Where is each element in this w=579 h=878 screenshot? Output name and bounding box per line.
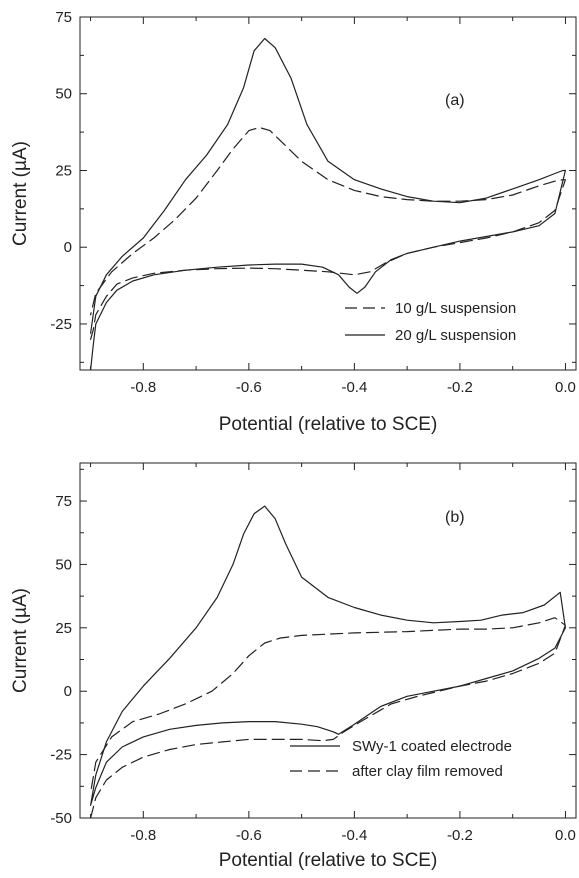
x-axis-label: Potential (relative to SCE) — [219, 414, 438, 435]
y-tick-label: -25 — [50, 747, 72, 764]
chart-panel-1: -0.8 -0.6 -0.4 -0.2 0.0 -25 0 25 50 75 Potential (… — [10, 9, 577, 435]
x-tick-label: -0.8 — [130, 379, 156, 396]
y-tick-label: 75 — [55, 493, 72, 510]
y-tick-label: 50 — [55, 86, 72, 103]
x-axis-label: Potential (relative to SCE) — [219, 850, 438, 871]
series-line-2 — [89, 617, 567, 818]
legend-label-1: SWy-1 coated electrode — [352, 738, 512, 755]
y-tick-label: 0 — [64, 683, 72, 700]
x-tick-label: -0.6 — [236, 827, 262, 844]
x-tick-label: -0.2 — [447, 827, 473, 844]
y-tick-label: -25 — [50, 316, 72, 333]
chart-panel-2: -0.8 -0.6 -0.4 -0.2 0.0 -50 -25 0 25 50 75 Potentia… — [10, 462, 577, 871]
panel-label: (a) — [445, 92, 465, 109]
y-tick-label: 75 — [55, 9, 72, 26]
y-axis-label: Current (µA) — [10, 141, 31, 246]
y-tick-label: 50 — [55, 556, 72, 573]
legend-label-2: after clay film removed — [352, 763, 503, 780]
y-tick-label: 25 — [55, 620, 72, 637]
y-tick-label: 0 — [64, 239, 72, 256]
y-tick-label: 25 — [55, 162, 72, 179]
x-tick-label: -0.4 — [341, 827, 367, 844]
x-tick-label: -0.8 — [130, 827, 156, 844]
series-line-1 — [89, 505, 567, 806]
x-tick-label: 0.0 — [555, 827, 576, 844]
plot-frame — [79, 16, 577, 371]
x-tick-label: 0.0 — [555, 379, 576, 396]
x-tick-label: -0.2 — [447, 379, 473, 396]
y-axis-label: Current (µA) — [10, 588, 31, 693]
legend-label-1: 10 g/L suspension — [395, 300, 516, 317]
y-tick-label: -50 — [50, 810, 72, 827]
x-tick-label: -0.4 — [341, 379, 367, 396]
x-tick-label: -0.6 — [236, 379, 262, 396]
panel-label: (b) — [445, 509, 465, 526]
series-line-2 — [89, 37, 567, 370]
plot-frame — [79, 462, 577, 819]
legend-label-2: 20 g/L suspension — [395, 327, 516, 344]
